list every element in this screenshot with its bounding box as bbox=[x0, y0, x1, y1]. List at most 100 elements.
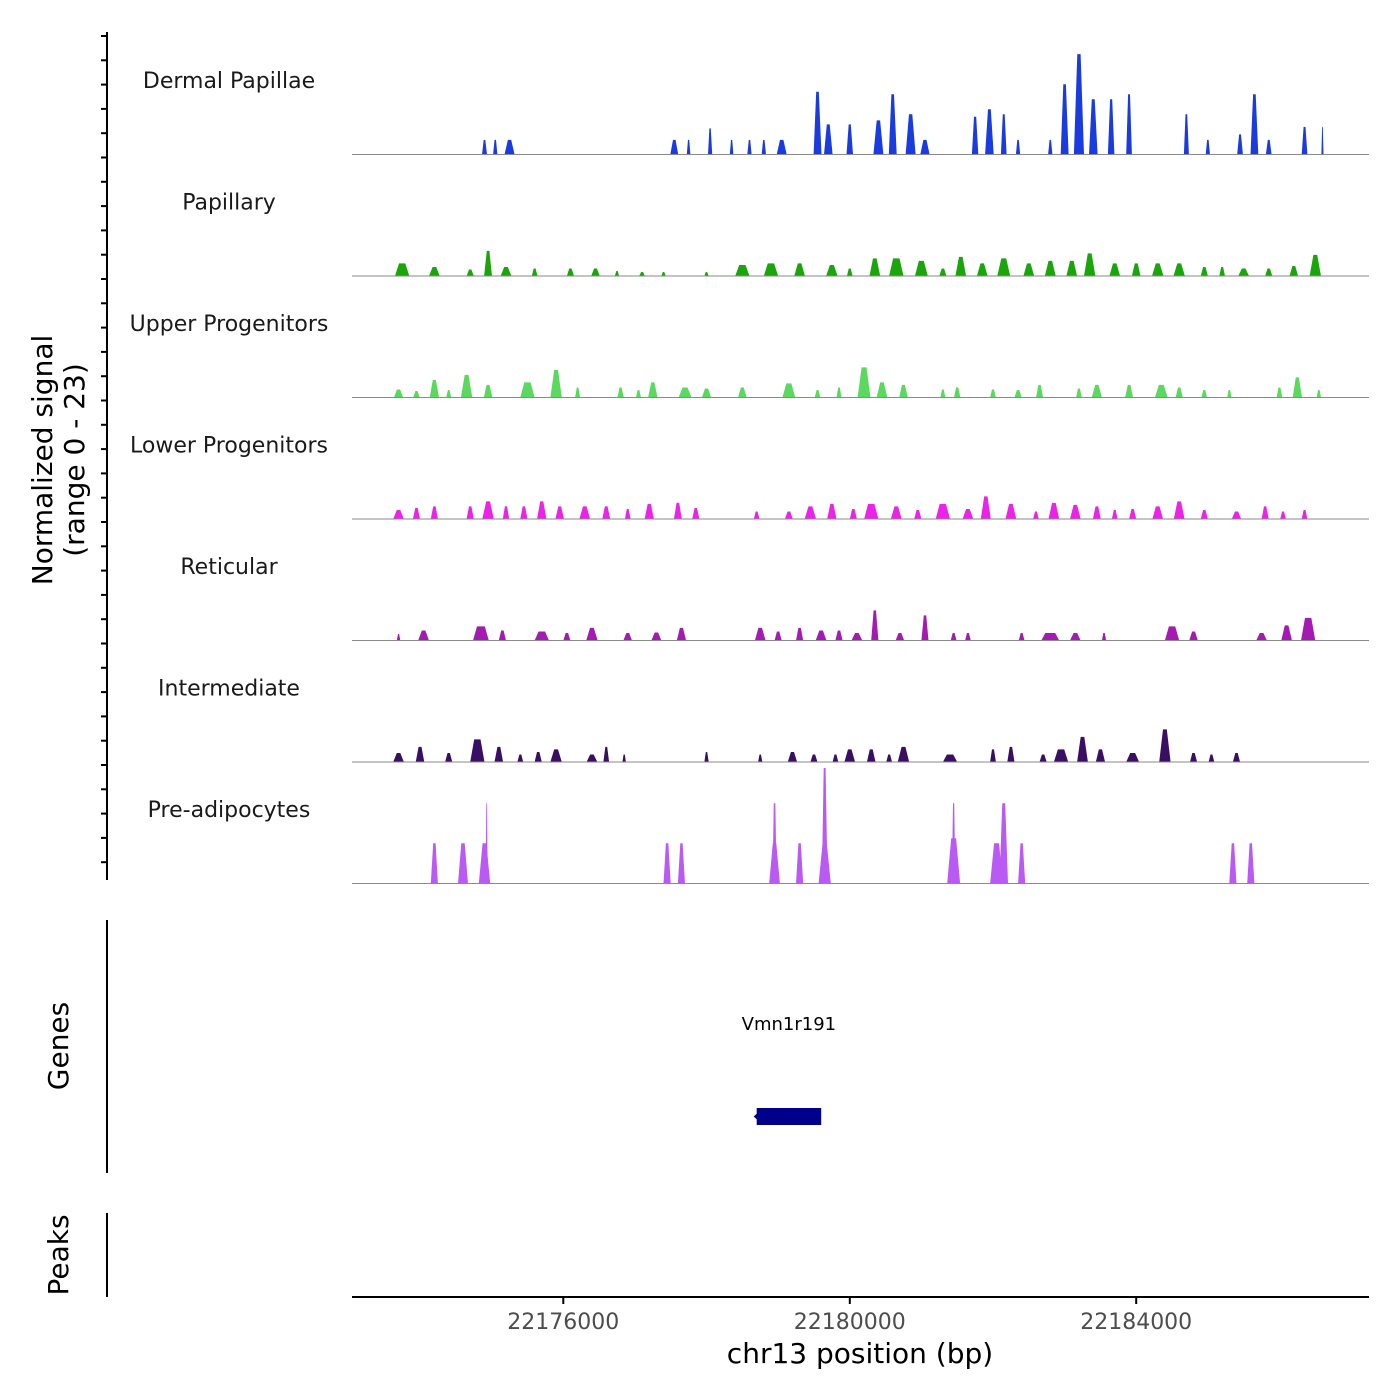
signal-peak bbox=[844, 749, 856, 762]
signal-peak bbox=[1316, 390, 1321, 398]
signal-peak bbox=[866, 749, 876, 762]
signal-peak bbox=[846, 268, 853, 276]
signal-peak bbox=[470, 739, 485, 762]
track-label: Lower Progenitors bbox=[130, 433, 328, 458]
signal-peak bbox=[550, 369, 562, 398]
signal-peak bbox=[962, 509, 974, 519]
signal-peak bbox=[429, 379, 439, 398]
signal-peak bbox=[1073, 54, 1084, 155]
signal-peak bbox=[1265, 139, 1272, 155]
signal-peak bbox=[821, 768, 828, 884]
signal-peak bbox=[648, 382, 658, 398]
signal-peak bbox=[1301, 126, 1308, 155]
signal-peak bbox=[871, 610, 879, 641]
signal-peak bbox=[836, 387, 842, 398]
signal-peak bbox=[813, 91, 822, 155]
signal-peak bbox=[864, 503, 879, 519]
signal-peak bbox=[1018, 633, 1025, 641]
signal-peak bbox=[531, 268, 538, 276]
signal-peak bbox=[1281, 625, 1292, 641]
x-tick-label: 22184000 bbox=[1080, 1310, 1192, 1335]
signal-peak bbox=[1036, 384, 1044, 398]
signal-peak bbox=[651, 632, 662, 641]
track-reticular: Reticular bbox=[180, 555, 1369, 641]
signal-peak bbox=[661, 272, 666, 276]
signal-peak bbox=[676, 627, 687, 641]
signal-peak bbox=[796, 843, 804, 884]
gene-strand-arrow bbox=[753, 1111, 760, 1122]
signal-peak bbox=[1173, 501, 1185, 519]
signal-peak bbox=[494, 746, 504, 762]
signal-peak bbox=[1041, 633, 1060, 641]
signal-peak bbox=[1232, 753, 1241, 762]
signal-peak bbox=[1048, 139, 1053, 155]
signal-peak bbox=[1109, 263, 1121, 276]
signal-peak bbox=[1289, 266, 1299, 276]
signal-peak bbox=[534, 631, 549, 641]
signal-peak bbox=[914, 510, 922, 519]
signal-peak bbox=[677, 843, 685, 884]
signal-peak bbox=[1183, 114, 1189, 155]
signal-peak bbox=[1092, 506, 1101, 519]
genes-panel-title: Genes bbox=[42, 1002, 75, 1090]
signal-peak bbox=[678, 387, 692, 398]
x-tick-label: 22180000 bbox=[794, 1310, 906, 1335]
signal-peak bbox=[895, 633, 905, 641]
signal-peak bbox=[1219, 267, 1225, 276]
signal-peak bbox=[1125, 384, 1133, 398]
signal-peak bbox=[980, 496, 991, 519]
signal-peak bbox=[1077, 736, 1088, 762]
signal-peak bbox=[897, 746, 910, 762]
signal-peak bbox=[520, 382, 535, 398]
signal-peak bbox=[478, 843, 491, 884]
signal-peak bbox=[1111, 510, 1118, 519]
signal-peak bbox=[396, 634, 401, 641]
signal-peak bbox=[965, 633, 971, 641]
signal-peak bbox=[484, 250, 492, 276]
signal-peak bbox=[622, 754, 626, 762]
signal-peak bbox=[692, 508, 700, 519]
signal-peak bbox=[1231, 511, 1242, 519]
signal-peak bbox=[774, 631, 782, 641]
signal-peak bbox=[761, 139, 766, 155]
signal-peak bbox=[670, 139, 679, 155]
signal-peak bbox=[708, 128, 713, 155]
signal-peak bbox=[810, 754, 818, 762]
signal-peak bbox=[1007, 746, 1015, 762]
signal-peak bbox=[502, 506, 510, 519]
signal-peak bbox=[1084, 253, 1096, 276]
signal-peak bbox=[617, 387, 624, 398]
signal-peak bbox=[1247, 843, 1255, 884]
signal-peak bbox=[537, 501, 547, 519]
signal-peak bbox=[624, 509, 631, 519]
track-upper-progenitors: Upper Progenitors bbox=[130, 312, 1369, 398]
signal-peak bbox=[787, 752, 798, 762]
signal-peak bbox=[772, 803, 777, 884]
signal-peak bbox=[663, 843, 671, 884]
signal-peak bbox=[888, 94, 897, 155]
signal-peak bbox=[460, 374, 473, 398]
signal-peak bbox=[579, 506, 591, 519]
signal-peak bbox=[873, 120, 884, 155]
signal-peak bbox=[1159, 729, 1171, 762]
signal-peak bbox=[644, 503, 654, 519]
signal-peak bbox=[639, 272, 645, 276]
signal-peak bbox=[832, 754, 839, 762]
signal-peak bbox=[591, 268, 600, 276]
signal-peak bbox=[1000, 114, 1007, 155]
y-axis-title-line2: (range 0 - 23) bbox=[58, 363, 91, 557]
track-label: Upper Progenitors bbox=[130, 312, 329, 337]
signal-peak bbox=[763, 263, 779, 276]
peaks-panel-title: Peaks bbox=[42, 1214, 75, 1295]
signal-peak bbox=[446, 390, 452, 398]
signal-peak bbox=[824, 124, 833, 155]
x-axis-ticks: 22176000 22180000 22184000 bbox=[507, 1297, 1192, 1335]
signal-peak bbox=[754, 627, 766, 641]
signal-peak bbox=[1033, 511, 1039, 519]
signal-peak bbox=[1018, 843, 1026, 884]
x-axis-title: chr13 position (bp) bbox=[727, 1337, 993, 1370]
signal-peak bbox=[1152, 506, 1164, 519]
signal-peak bbox=[473, 626, 489, 641]
signal-peak bbox=[1301, 510, 1308, 519]
